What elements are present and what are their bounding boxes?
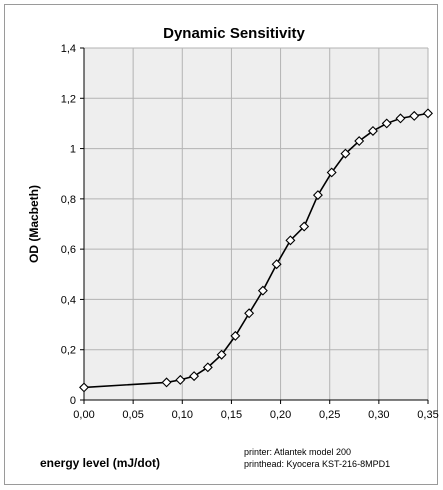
x-tick-label: 0,25 <box>319 409 340 421</box>
plot-area <box>84 48 428 400</box>
x-tick-label: 0,15 <box>221 409 242 421</box>
x-tick-label: 0,20 <box>270 409 291 421</box>
data-point <box>79 382 89 393</box>
data-point <box>244 308 255 319</box>
data-point <box>202 362 213 373</box>
y-axis-title: OD (Macbeth) <box>27 185 41 263</box>
x-tick-label: 0,10 <box>172 409 193 421</box>
x-tick-label: 0,00 <box>73 409 94 421</box>
data-point <box>161 377 172 388</box>
data-point <box>326 167 337 178</box>
chart-title: Dynamic Sensitivity <box>163 25 305 42</box>
data-point <box>216 349 227 360</box>
data-point <box>381 118 392 129</box>
data-point <box>285 235 296 246</box>
data-point <box>299 221 310 232</box>
data-point <box>340 148 351 159</box>
x-tick-label: 0,35 <box>417 409 438 421</box>
y-tick-label: 1 <box>70 144 76 156</box>
printer-annotation: printer: Atlantek model 200 <box>244 447 351 457</box>
data-point <box>367 125 378 136</box>
y-tick-label: 0,8 <box>61 194 76 206</box>
data-series <box>79 108 433 393</box>
data-point <box>257 285 268 296</box>
x-tick-label: 0,30 <box>368 409 389 421</box>
x-axis-title: energy level (mJ/dot) <box>40 456 160 470</box>
y-tick-label: 0 <box>70 395 76 407</box>
printhead-annotation: printhead: Kyocera KST-216-8MPD1 <box>244 459 390 469</box>
y-tick-label: 0,4 <box>61 294 76 306</box>
data-point <box>312 190 323 201</box>
data-point <box>175 374 186 385</box>
x-tick-label: 0,05 <box>122 409 143 421</box>
y-tick-label: 0,2 <box>61 345 76 357</box>
data-point <box>230 330 241 341</box>
axes <box>80 47 429 404</box>
x-tick-labels: 0,00 0,05 0,10 0,15 0,20 0,25 0,30 0,35 <box>73 409 438 421</box>
data-point <box>423 108 433 119</box>
data-point <box>189 371 200 382</box>
y-tick-labels: 0 0,2 0,4 0,6 0,8 1 1,2 1,4 <box>61 43 76 407</box>
data-point <box>271 259 282 270</box>
data-point <box>409 110 420 121</box>
grid-lines <box>84 47 429 400</box>
y-tick-label: 1,2 <box>61 93 76 105</box>
y-tick-label: 1,4 <box>61 43 76 55</box>
y-tick-label: 0,6 <box>61 244 76 256</box>
data-point <box>395 113 406 124</box>
data-point <box>354 136 365 147</box>
